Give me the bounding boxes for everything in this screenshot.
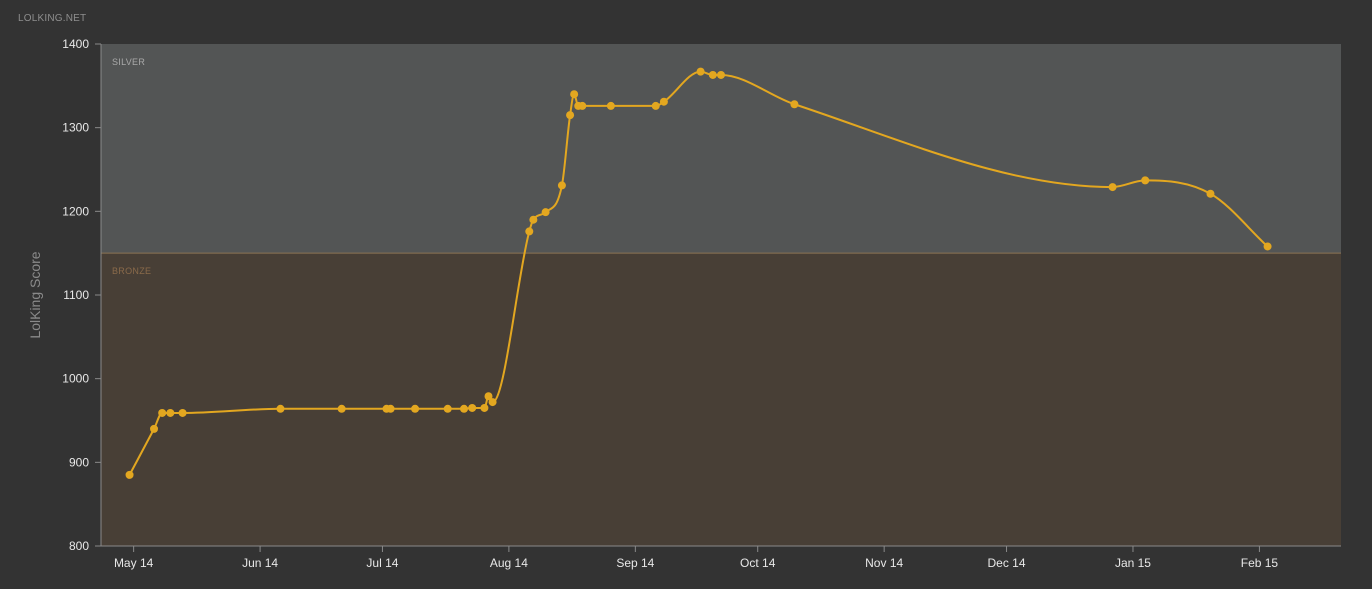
- data-point: [1108, 183, 1117, 192]
- x-tick-label: Nov 14: [865, 556, 903, 570]
- data-point: [460, 404, 469, 413]
- data-point: [659, 97, 668, 106]
- data-point: [717, 70, 725, 79]
- data-point: [651, 101, 660, 110]
- data-point: [541, 208, 550, 217]
- data-point: [488, 398, 497, 407]
- y-tick-label: 1100: [63, 288, 89, 302]
- x-tick-label: Dec 14: [988, 556, 1026, 570]
- x-axis-ticks: May 14 Jun 14 Jul 14 Aug 14 Sep 14 Oct 14 Nov …: [114, 546, 1278, 570]
- data-point: [708, 70, 717, 79]
- data-point: [606, 101, 615, 110]
- y-axis-ticks: 800 900 1000 1100 1200 1300 1400: [62, 37, 101, 553]
- x-tick-label: Jun 14: [242, 556, 278, 570]
- y-axis-title: LolKing Score: [27, 251, 43, 338]
- band-bronze: [101, 253, 1341, 546]
- data-point: [468, 403, 477, 412]
- data-point: [386, 404, 395, 413]
- data-point: [125, 470, 134, 479]
- data-point: [557, 181, 566, 190]
- data-point: [443, 404, 452, 413]
- data-point: [1141, 176, 1150, 185]
- y-tick-label: 800: [69, 539, 89, 553]
- data-point: [484, 392, 493, 401]
- x-tick-label: Oct 14: [740, 556, 776, 570]
- y-tick-label: 1400: [62, 37, 89, 51]
- band-label-silver: SILVER: [112, 57, 145, 67]
- band-label-bronze: BRONZE: [112, 266, 151, 276]
- data-point: [276, 404, 285, 413]
- data-point: [150, 424, 159, 433]
- x-tick-label: May 14: [114, 556, 154, 570]
- y-tick-label: 900: [69, 455, 89, 469]
- rank-bands: SILVER BRONZE: [101, 44, 1341, 546]
- x-tick-label: Jul 14: [366, 556, 398, 570]
- y-tick-label: 1300: [62, 121, 89, 135]
- data-point: [529, 215, 538, 224]
- data-point: [570, 90, 579, 99]
- x-tick-label: Jan 15: [1115, 556, 1151, 570]
- data-point: [158, 408, 167, 417]
- data-point: [525, 227, 534, 236]
- x-tick-label: Aug 14: [490, 556, 528, 570]
- x-tick-label: Feb 15: [1241, 556, 1279, 570]
- brand-label: LOLKING.NET: [18, 13, 87, 24]
- data-point: [1263, 242, 1272, 251]
- data-point: [578, 101, 587, 110]
- y-tick-label: 1000: [62, 372, 89, 386]
- data-point: [1206, 189, 1215, 198]
- data-point: [696, 67, 705, 76]
- data-point: [337, 404, 346, 413]
- series-points: [125, 67, 1272, 479]
- data-point: [411, 404, 420, 413]
- data-point: [480, 403, 489, 412]
- y-tick-label: 1200: [62, 204, 89, 218]
- x-tick-label: Sep 14: [616, 556, 654, 570]
- data-point: [166, 408, 175, 417]
- data-point: [566, 111, 575, 120]
- data-point: [790, 100, 799, 109]
- data-point: [178, 408, 187, 417]
